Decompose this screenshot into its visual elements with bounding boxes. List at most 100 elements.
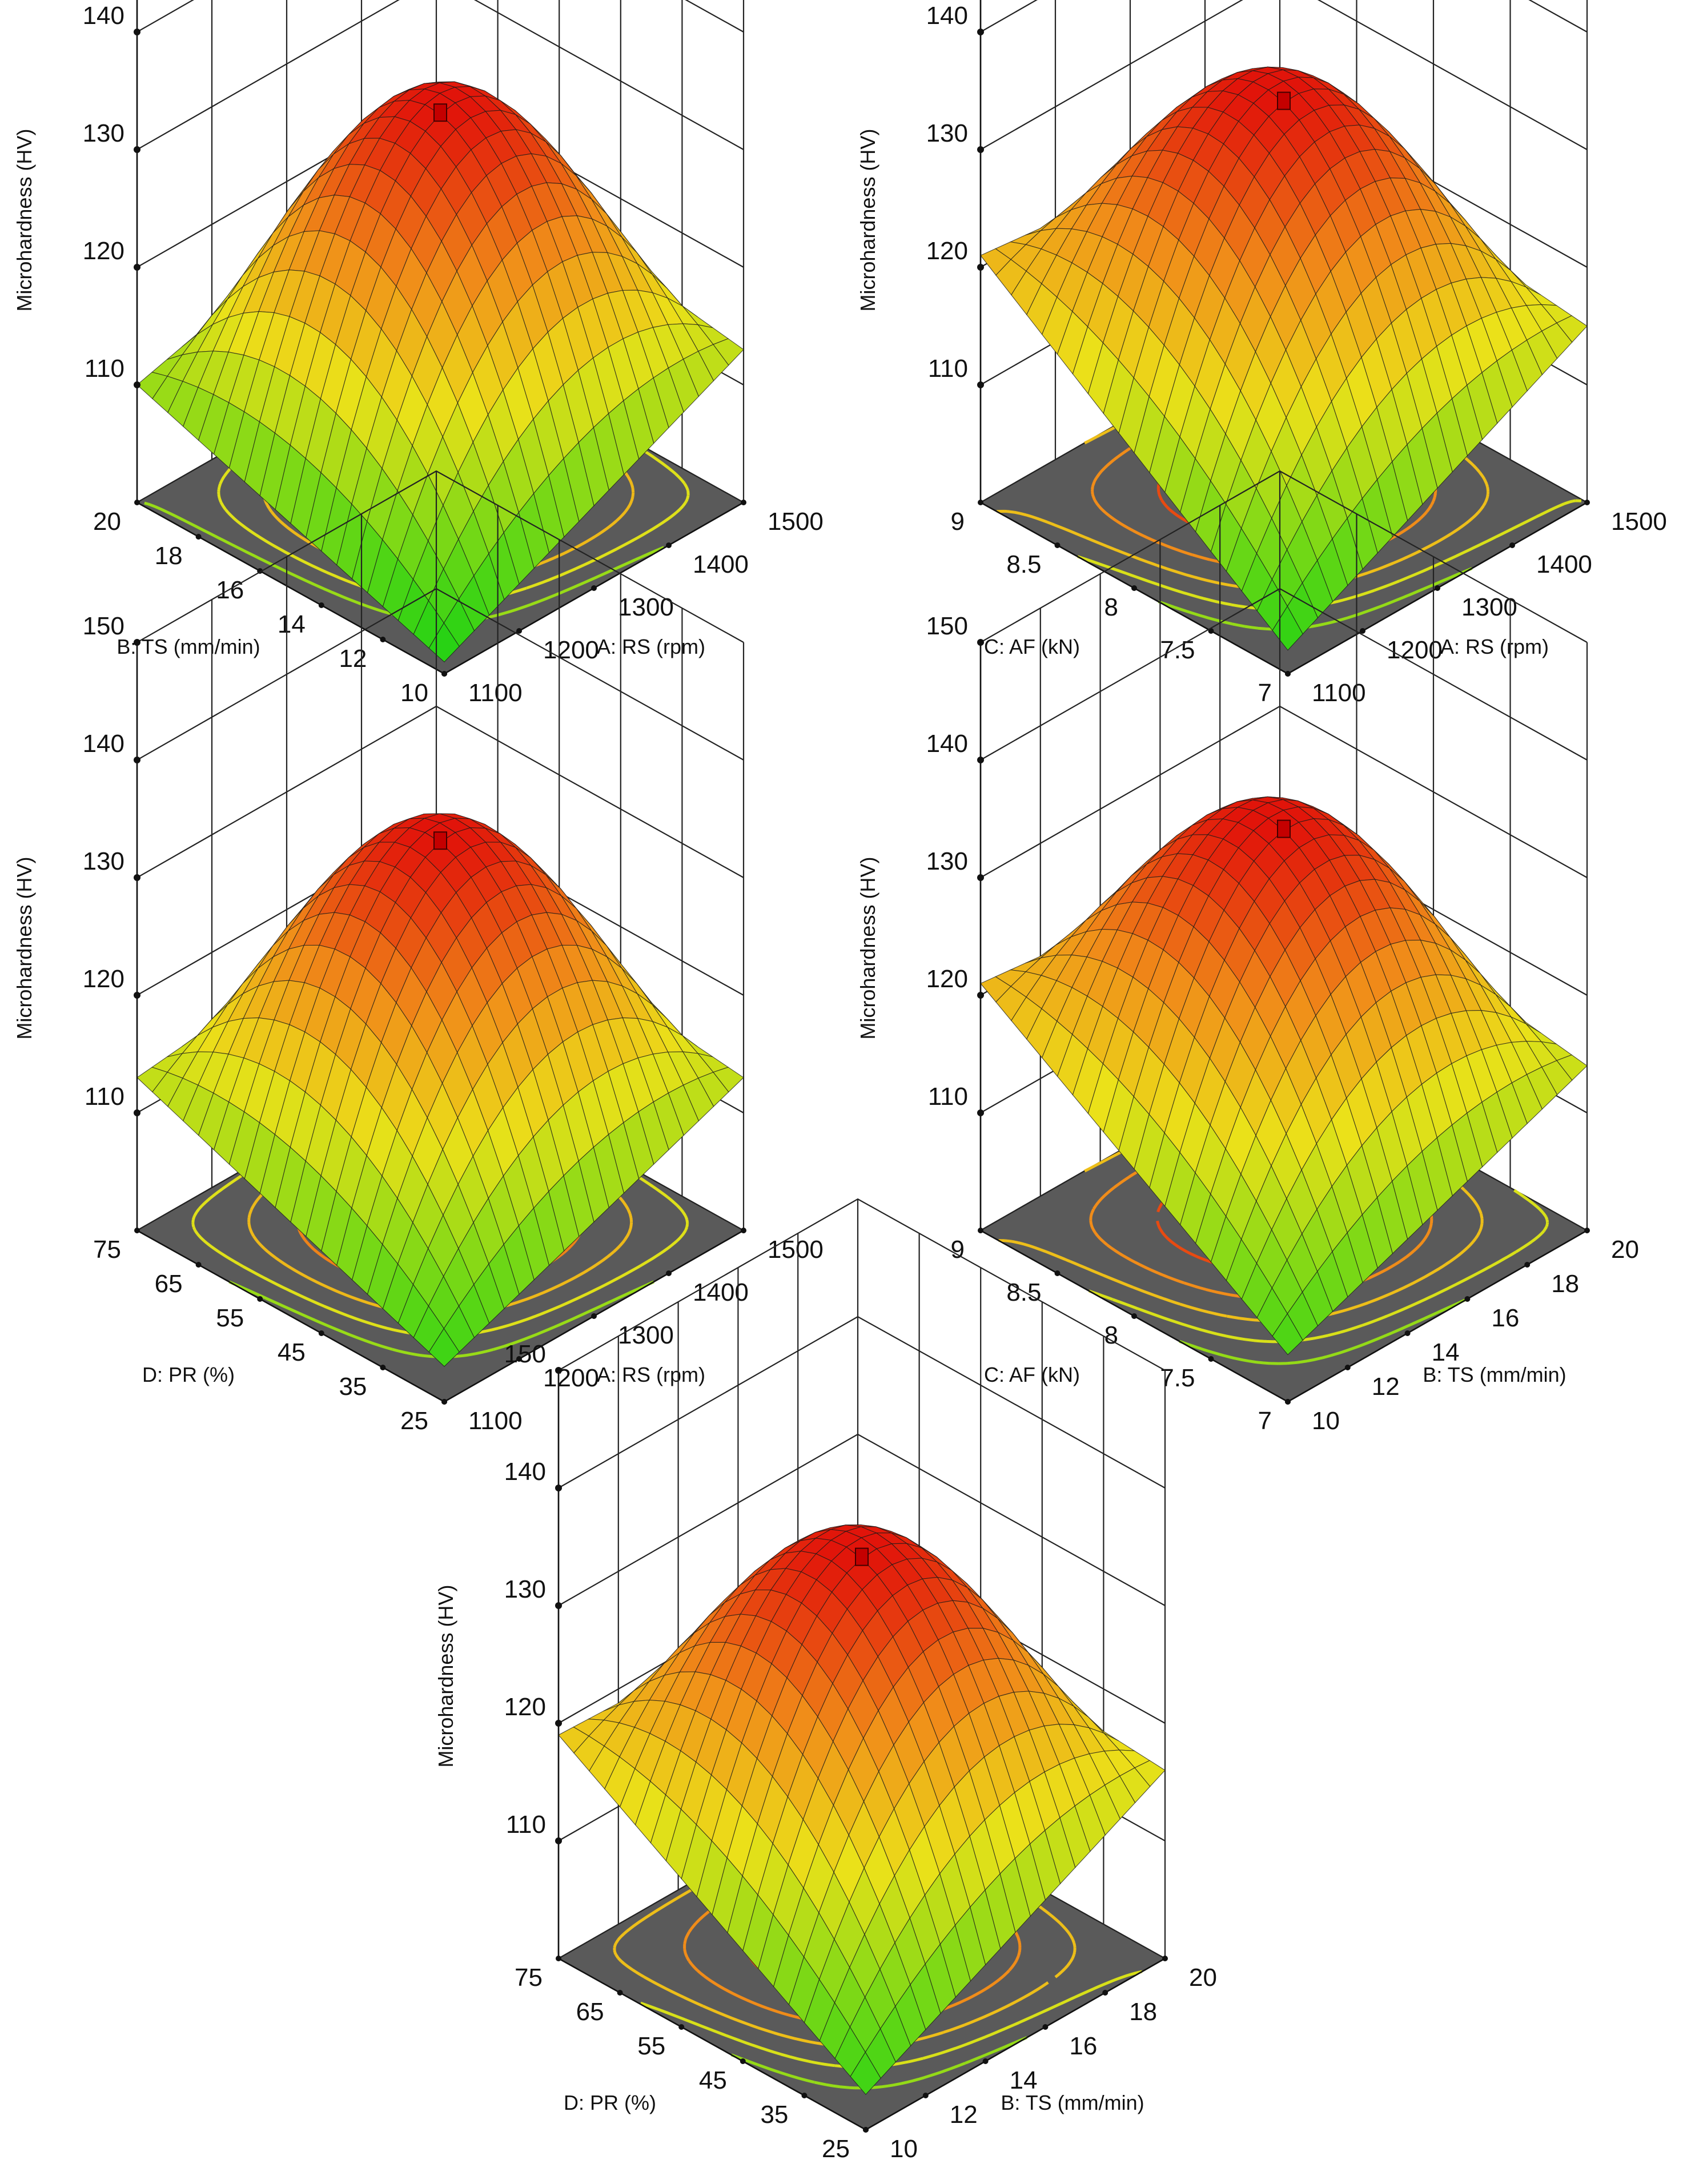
x-tick-dot	[591, 585, 597, 591]
y-axis-line	[136, 1229, 445, 1403]
x-tick-dot	[741, 500, 746, 505]
y-tick-dot	[1285, 1399, 1291, 1405]
x-tick-dot	[741, 1228, 746, 1233]
surface-plot-ts-af: 10 12 14 16 18 20 7 7.5 8 8.5 9 110 120 130 140 150 B: T…	[843, 470, 1687, 1456]
chart-svg: 1100120013001400150077.588.5911012013014…	[856, 0, 1667, 707]
z-tick-label: 140	[926, 2, 968, 30]
y-tick-label: 18	[155, 542, 183, 570]
z-tick-dot	[134, 381, 140, 388]
y-tick-dot	[1208, 1356, 1214, 1362]
x-tick-label: 1200	[543, 636, 599, 664]
contour-line	[1179, 1297, 1468, 1365]
x-tick-label: 1400	[693, 550, 749, 578]
x-tick-label: 14	[1010, 2066, 1038, 2094]
x-tick-dot	[1344, 1365, 1351, 1370]
y-tick-dot	[1054, 1270, 1061, 1276]
y-tick-label: 9	[951, 1236, 965, 1264]
z-tick-label: 110	[928, 1083, 968, 1111]
z-tick-dot	[134, 992, 140, 999]
x-tick-label: 1300	[618, 1321, 674, 1349]
x-tick-label: 1500	[768, 508, 824, 536]
y-tick-label: 65	[576, 1998, 604, 2026]
z-tick-label: 120	[926, 965, 968, 993]
x-tick-label: 1100	[1312, 679, 1366, 707]
y-tick-dot	[134, 1228, 140, 1233]
x-tick-label: 10	[1312, 1407, 1340, 1435]
y-axis-line	[558, 1957, 866, 2131]
z-tick-dot	[134, 264, 140, 271]
x-tick-dot	[1042, 2024, 1049, 2030]
y-tick-dot	[801, 2093, 808, 2098]
y-tick-dot	[1131, 585, 1137, 591]
z-tick-label: 140	[83, 2, 124, 30]
x-tick-dot	[1524, 1262, 1531, 1268]
z-tick-label: 150	[83, 612, 124, 640]
design-point-marker	[433, 103, 447, 122]
z-tick-dot	[555, 1485, 562, 1491]
y-tick-label: 35	[339, 1373, 367, 1401]
x-tick-dot	[666, 1270, 672, 1276]
x-tick-label: 1400	[693, 1278, 749, 1306]
x-tick-label: 12	[1372, 1373, 1400, 1401]
x-tick-label: 16	[1491, 1304, 1519, 1332]
design-point-marker	[1277, 819, 1291, 838]
y-tick-label: 25	[400, 1407, 428, 1435]
x-tick-label: 1500	[768, 1236, 824, 1264]
y-tick-label: 55	[637, 2032, 665, 2060]
y-tick-label: 45	[278, 1338, 306, 1366]
y-axis-line	[136, 501, 445, 675]
x-axis-label: B: TS (mm/min)	[1423, 1363, 1566, 1386]
y-tick-label: 8	[1104, 593, 1118, 621]
z-tick-label: 140	[926, 730, 968, 758]
y-tick-dot	[1054, 542, 1061, 548]
chart-svg: 1100 1200 1300 1400 1500 10 12 14 16 18 20 110 120 13…	[13, 0, 824, 707]
chart-svg: 10 12 14 16 18 20 25 35 45 55 65 75 110 120 130 140 150 B…	[434, 1198, 1217, 2163]
x-tick-dot	[1464, 1296, 1471, 1302]
x-tick-label: 18	[1551, 1270, 1579, 1298]
x-tick-label: 1500	[1611, 508, 1667, 536]
y-axis-label: C: AF (kN)	[984, 1363, 1080, 1386]
y-tick-dot	[195, 534, 202, 540]
x-tick-label: 10	[890, 2135, 918, 2163]
z-tick-dot	[134, 1109, 140, 1116]
y-tick-dot	[978, 1228, 983, 1233]
z-tick-label: 110	[85, 1083, 124, 1111]
x-tick-dot	[516, 1356, 522, 1362]
x-axis-label: A: RS (rpm)	[597, 635, 705, 658]
z-tick-label: 120	[926, 237, 968, 265]
z-tick-dot	[977, 146, 984, 153]
y-tick-dot	[441, 671, 447, 677]
y-axis-label: C: AF (kN)	[984, 635, 1080, 658]
x-tick-dot	[591, 1313, 597, 1319]
y-tick-dot	[1131, 1313, 1137, 1319]
x-tick-label: 1100	[468, 1407, 523, 1435]
z-tick-dot	[555, 1367, 562, 1374]
y-tick-dot	[1285, 671, 1291, 677]
z-tick-label: 150	[926, 612, 968, 640]
y-tick-label: 10	[400, 679, 428, 707]
z-tick-label: 140	[504, 1458, 546, 1486]
y-tick-dot	[380, 637, 386, 642]
y-tick-dot	[441, 1399, 447, 1405]
x-tick-dot	[1435, 585, 1440, 591]
y-tick-label: 20	[93, 508, 121, 536]
y-tick-label: 75	[515, 1964, 543, 1992]
design-point-marker	[433, 831, 447, 850]
y-tick-dot	[978, 500, 983, 505]
z-tick-label: 120	[83, 237, 124, 265]
x-axis-label: B: TS (mm/min)	[1001, 2091, 1144, 2114]
z-tick-label: 150	[504, 1340, 546, 1368]
y-tick-label: 75	[93, 1236, 121, 1264]
z-tick-dot	[977, 264, 984, 271]
y-tick-dot	[318, 602, 324, 608]
z-tick-dot	[555, 1602, 562, 1609]
y-tick-dot	[678, 2024, 685, 2030]
y-tick-label: 9	[951, 508, 965, 536]
x-axis-label: A: RS (rpm)	[1440, 635, 1549, 658]
x-tick-dot	[1162, 1956, 1168, 1961]
z-tick-label: 130	[926, 847, 968, 875]
z-tick-dot	[134, 874, 140, 881]
y-tick-label: 8	[1104, 1321, 1118, 1349]
y-axis-label: B: TS (mm/min)	[117, 635, 260, 658]
y-tick-label: 7.5	[1160, 1364, 1195, 1392]
